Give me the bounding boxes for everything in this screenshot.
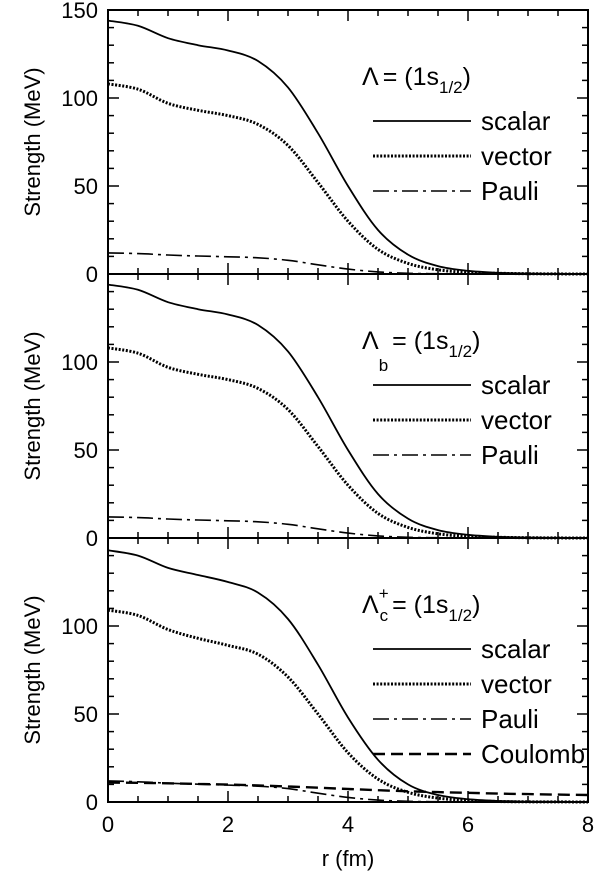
panel-label-particle: Λ <box>362 327 379 355</box>
legend-label-pauli: Pauli <box>481 440 539 470</box>
panel-label-particle: Λ <box>362 63 379 91</box>
legend-label-coulomb: Coulomb <box>481 739 585 769</box>
y-tick-label: 50 <box>74 702 98 727</box>
y-tick-label: 100 <box>61 350 98 375</box>
series-line-coulomb <box>107 781 589 797</box>
legend-label-scalar: scalar <box>481 370 551 400</box>
panel-label-close: ) <box>463 63 471 91</box>
y-tick-label: 100 <box>61 614 98 639</box>
legend-label-pauli: Pauli <box>481 176 539 206</box>
legend-label-scalar: scalar <box>481 106 551 136</box>
y-tick-label: 0 <box>86 526 98 551</box>
panel-2: 0 50 100 Strength (MeV) Λb= (1s1/2)scalar vec… <box>20 273 589 551</box>
panel-label-particle: Λ <box>362 591 379 619</box>
panel-label-sub: b <box>379 356 388 375</box>
series-line-scalar <box>107 549 589 803</box>
panel-label-sub: c <box>380 606 389 625</box>
y-axis-title: Strength (MeV) <box>20 67 45 216</box>
legend-label-pauli: Pauli <box>481 704 539 734</box>
x-tick-label: 8 <box>582 812 594 837</box>
y-tick-label: 150 <box>61 0 98 23</box>
panel-1: 0 50 100 150 Strength (MeV) Λ = (1s1/2) scalar v… <box>20 0 589 287</box>
panel-label-state: = (1s <box>392 591 448 619</box>
y-tick-label: 0 <box>86 790 98 815</box>
legend-label-vector: vector <box>481 405 552 435</box>
y-tick-label: 50 <box>74 174 98 199</box>
panel-label-close: ) <box>472 327 480 355</box>
panel-label: Λ = (1s1/2) <box>362 63 471 97</box>
legend-label-vector: vector <box>481 669 552 699</box>
panel-label: Λ+ c = (1s1/2) <box>362 584 480 625</box>
y-axis-title: Strength (MeV) <box>20 595 45 744</box>
series-line-vector <box>107 346 589 540</box>
y-tick-label: 50 <box>74 438 98 463</box>
panel-label-state-sub: 1/2 <box>448 606 472 625</box>
panel-label-state-sub: 1/2 <box>439 78 463 97</box>
panel-label-state-sub: 1/2 <box>448 342 472 361</box>
panel-label-sup: + <box>379 584 389 603</box>
panel-label-state: = (1s <box>392 327 448 355</box>
series-line-vector <box>107 82 589 276</box>
panel-label: Λb= (1s1/2) <box>362 327 480 375</box>
x-tick-label: 4 <box>342 812 354 837</box>
x-tick-label: 6 <box>462 812 474 837</box>
panel-label-state: = (1s <box>383 63 439 91</box>
y-axis-title: Strength (MeV) <box>20 331 45 480</box>
panel-label-close: ) <box>472 591 480 619</box>
panel-3: 0 50 100 Strength (MeV) Λ+ c = (1s1/2)scalar ve… <box>20 537 589 815</box>
x-tick-label: 0 <box>102 812 114 837</box>
legend-label-scalar: scalar <box>481 634 551 664</box>
x-axis-title: r (fm) <box>322 846 375 871</box>
y-tick-label: 100 <box>61 86 98 111</box>
y-tick-label: 0 <box>86 262 98 287</box>
x-tick-label: 2 <box>222 812 234 837</box>
legend-label-vector: vector <box>481 141 552 171</box>
